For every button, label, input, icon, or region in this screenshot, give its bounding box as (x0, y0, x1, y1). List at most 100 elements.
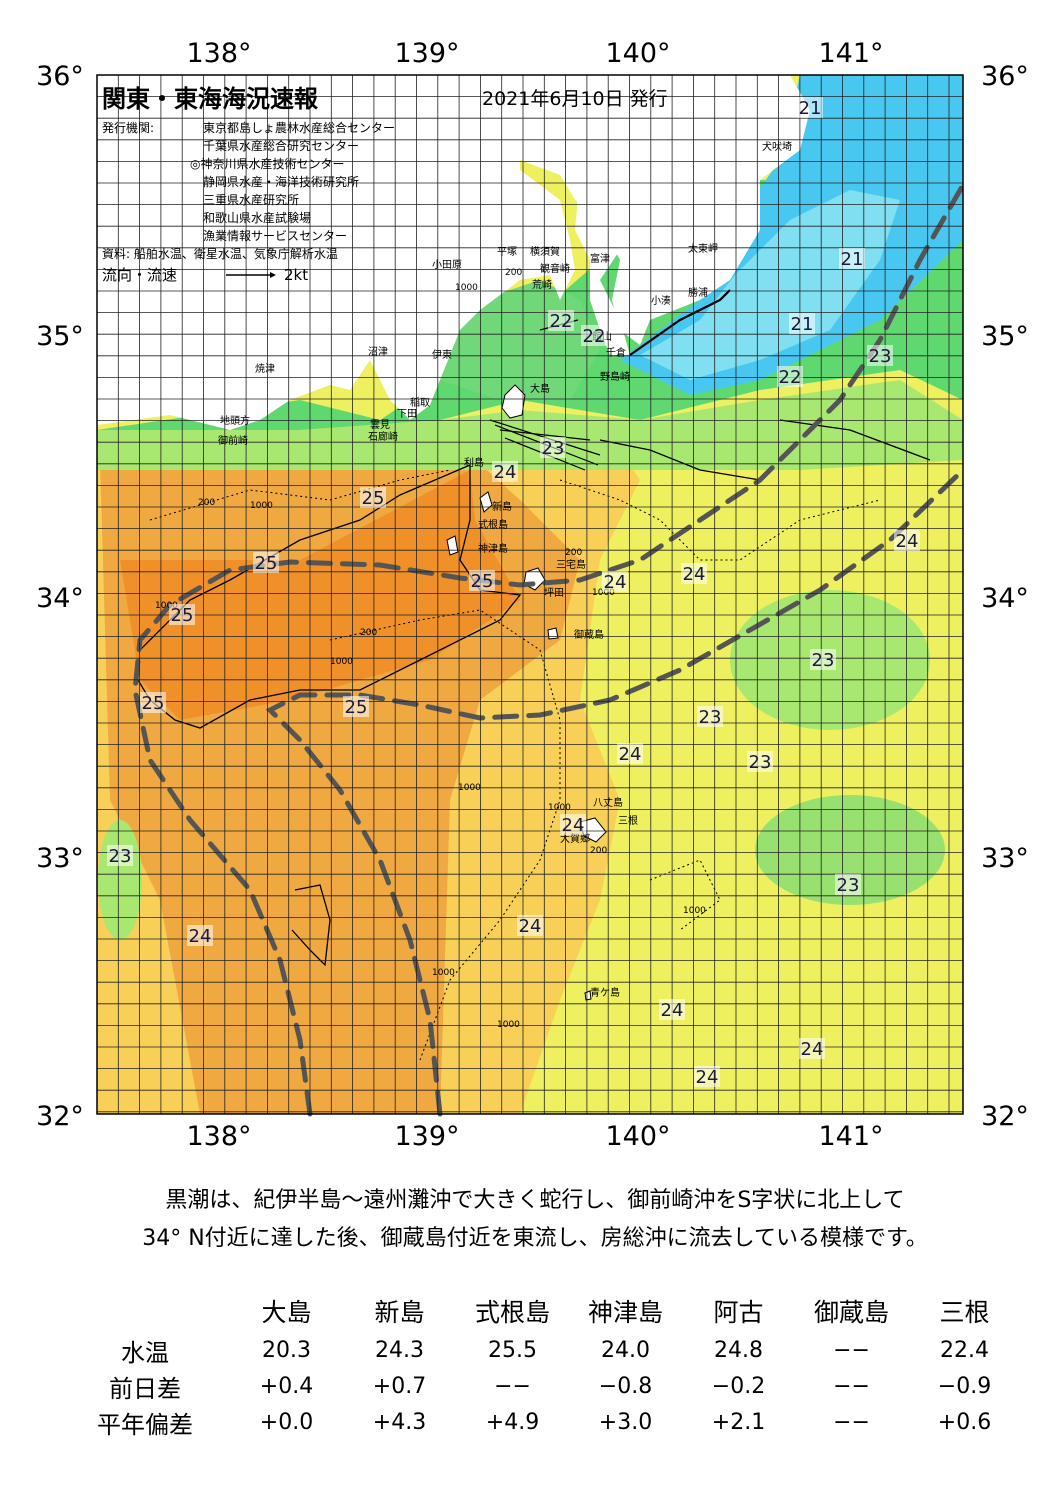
isotherm-20 (629, 289, 731, 356)
temp-label-bg (140, 692, 166, 713)
temperature-label: 24 (801, 1039, 824, 1060)
temperature-label: 25 (471, 571, 494, 592)
issuer-name: 千葉県水産総合研究センター (203, 138, 359, 153)
temperature-label: 24 (494, 462, 517, 483)
place-name-label: 稲取 (410, 397, 430, 409)
lat-tick-label: 36° (36, 61, 84, 92)
temperature-label: 24 (661, 1000, 684, 1021)
place-name-label: 地頭方 (220, 414, 250, 427)
temp-label-bg (894, 530, 920, 551)
depth-label: 200 (198, 498, 215, 508)
temperature-label: 24 (604, 572, 627, 593)
temp-label-bg (659, 999, 685, 1020)
sst-20-zone (640, 190, 900, 380)
place-name-label: 新島 (492, 500, 512, 513)
kuroshio-axis-secondary (265, 467, 966, 1117)
map-frame (96, 74, 964, 1115)
temp-label-bg (617, 743, 643, 764)
kuroshio-axis-main (132, 182, 966, 1117)
temp-label-bg (789, 313, 815, 334)
place-name-label: 下田 (397, 409, 417, 420)
lon-tick-label: 140° (605, 38, 670, 69)
temperature-label: 23 (542, 438, 565, 459)
place-name-label: 御蔵島 (574, 628, 604, 641)
table-row: 前日差 +0.4 +0.7 −− −0.8 −0.2 −− −0.9 (60, 1368, 1021, 1404)
table-header-row: 大島 新島 式根島 神津島 阿古 御蔵島 三根 (60, 1290, 1021, 1332)
place-name-label: 利島 (464, 456, 484, 469)
table-cell: 24.3 (375, 1337, 424, 1363)
station-header: 神津島 (587, 1298, 663, 1327)
temp-label-bg (560, 814, 586, 835)
place-name-label: 小湊 (651, 294, 671, 307)
temperature-label: 22 (779, 367, 802, 388)
temperature-label: 24 (519, 916, 542, 937)
land-tokai (97, 75, 575, 430)
temp-label-bg (469, 570, 495, 591)
place-names: 犬吠埼太東岬勝浦小湊富津横須賀観音崎荒崎平塚小田原館山千倉野島崎沼津伊東焼津稲取… (218, 140, 792, 999)
temp-label-bg (517, 915, 543, 936)
land-boso (575, 170, 660, 355)
temperature-label: 25 (255, 553, 278, 574)
depth-label: 1000 (155, 601, 178, 611)
temp-label-bg (867, 345, 893, 366)
temp-label-bg (548, 310, 574, 331)
place-name-label: 荒崎 (532, 278, 552, 291)
temperature-label: 21 (799, 98, 822, 119)
depth-label: 200 (505, 268, 522, 278)
place-name-label: 平塚 (497, 246, 517, 258)
table-cell: +0.4 (259, 1373, 314, 1399)
temp-label-bg (187, 925, 213, 946)
depth-label: 1000 (592, 588, 615, 598)
table-cell: 24.8 (714, 1337, 763, 1363)
temperature-label: 23 (837, 875, 860, 896)
data-sources: 資料: 船舶水温、衛星水温、気象庁解析水温 (102, 246, 338, 261)
table-cell: 22.4 (940, 1337, 989, 1363)
place-name-label: 石廊崎 (368, 430, 398, 443)
place-name-label: 犬吠埼 (762, 140, 792, 153)
station-header: 三根 (939, 1298, 990, 1327)
sea-condition-map: 138° 139° 140° 141° 138° 139° 140° 141° … (36, 38, 1029, 1152)
place-name-label: 沼津 (368, 345, 388, 358)
lat-tick-label: 36° (981, 61, 1029, 92)
depth-label: 1000 (250, 501, 273, 511)
issuer-name: ◎神奈川県水産技術センター (190, 156, 344, 171)
axis-labels: 138° 139° 140° 141° 138° 139° 140° 141° … (36, 38, 1029, 1152)
table-cell: −− (494, 1373, 531, 1399)
place-name-label: 大賀郷 (560, 832, 590, 845)
table-cell: 24.0 (601, 1337, 650, 1363)
lat-tick-label: 32° (981, 1101, 1029, 1132)
place-name-label: 神津島 (478, 542, 508, 555)
place-name-label: 勝浦 (688, 286, 708, 299)
issuer-name: 漁業情報サービスセンター (203, 229, 347, 243)
temperature-label: 23 (869, 346, 892, 367)
temp-label-bg (799, 1038, 825, 1059)
place-name-label: 大島 (530, 382, 550, 395)
temp-label-bg (694, 1066, 720, 1087)
temperature-label: 23 (812, 650, 835, 671)
table-cell: −0.2 (711, 1373, 766, 1399)
kuroshio-summary: 黒潮は、紀伊半島～遠州灘沖で大きく蛇行し、御前崎沖をS字状に北上して 34° N… (40, 1182, 1030, 1258)
lat-tick-label: 33° (36, 843, 84, 874)
table-cell: 20.3 (262, 1337, 311, 1363)
table-cell: −− (833, 1373, 870, 1399)
temperature-label: 24 (189, 926, 212, 947)
issuer-name: 和歌山県水産試験場 (203, 210, 311, 225)
temperature-label: 24 (696, 1067, 719, 1088)
current-legend-label: 流向・流速 (102, 266, 177, 284)
temperature-label: 25 (171, 605, 194, 626)
temp-label-bg (253, 552, 279, 573)
temp-label-bg (540, 437, 566, 458)
station-header: 式根島 (474, 1298, 550, 1327)
issuer-label: 発行機関: (102, 120, 154, 135)
lat-lon-grid (96, 74, 963, 1114)
temp-label-bg (581, 325, 607, 346)
table-row: 平年偏差 +0.0 +4.3 +4.9 +3.0 +2.1 −− +0.6 (60, 1404, 1021, 1440)
isotherm-24-north (599, 439, 761, 481)
temp-label-bg (839, 248, 865, 269)
place-name-label: 御前崎 (218, 434, 248, 447)
temperature-label: 21 (791, 314, 814, 335)
table-cell: −− (833, 1337, 870, 1363)
sst-23-patch-southeast (755, 795, 945, 905)
island-mikurajima (547, 627, 559, 640)
place-name-label: 横須賀 (530, 245, 560, 258)
